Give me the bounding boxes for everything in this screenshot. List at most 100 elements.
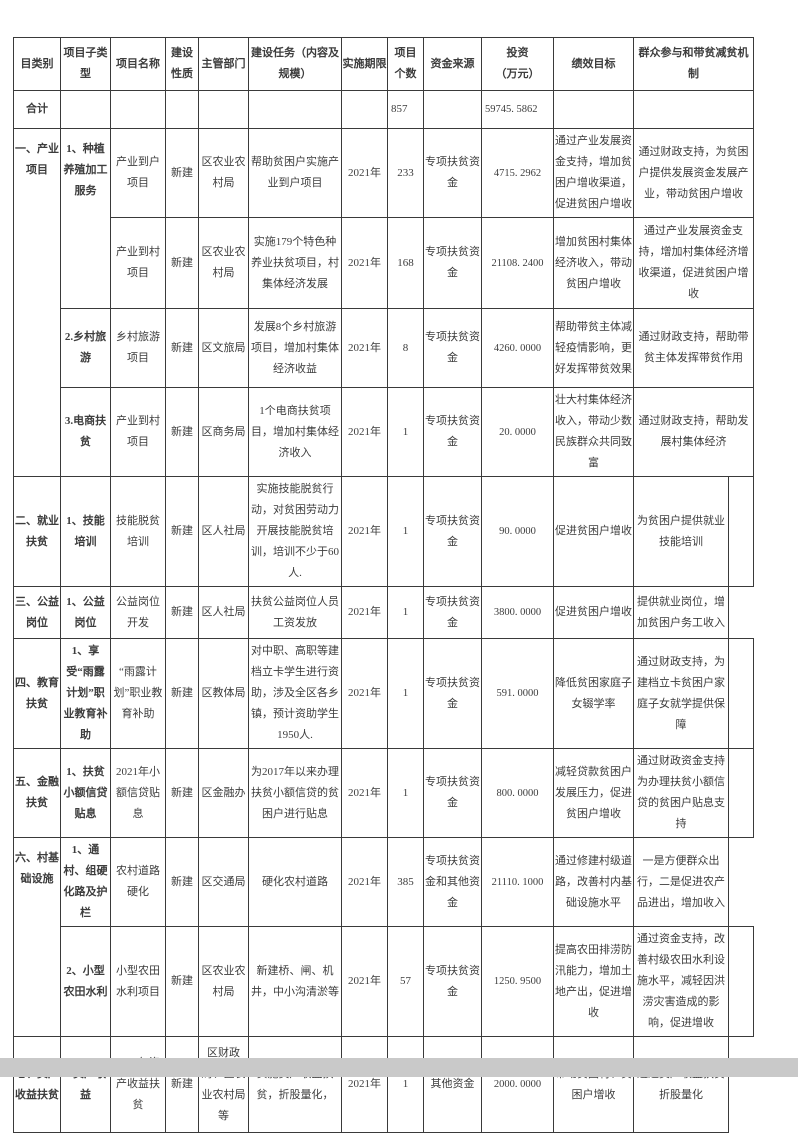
cell: 新建 xyxy=(165,748,199,838)
spacer-cell xyxy=(729,587,754,639)
cell: 实施技能脱贫行动，对贫困劳动力开展技能脱贫培训，培训不少于60人. xyxy=(248,476,342,587)
table-row: 五、金融扶贫 1、扶贫小额信贷贴息 2021年小额信贷贴息 新建 区金融办 为2017年以… xyxy=(13,748,754,838)
header-cell: 建设性质 xyxy=(165,37,199,91)
cell: 二、就业扶贫 xyxy=(13,476,61,587)
cell: 8 xyxy=(387,308,424,388)
cell: 专项扶贫资金 xyxy=(423,476,482,587)
cell: 新建 xyxy=(165,926,199,1037)
table-row: 三、公益岗位 1、公益岗位 公益岗位开发 新建 区人社局 扶贫公益岗位人员工资发放 2021… xyxy=(13,586,754,639)
cell: 新建 xyxy=(165,476,199,587)
cell: 1、种植养殖加工服务 xyxy=(60,128,111,309)
cell: 带动贫困村、贫困户增收 xyxy=(553,1036,634,1133)
cell xyxy=(198,90,249,129)
cell: 2021年 xyxy=(341,476,388,587)
cell: 通过财政支持，帮助发展村集体经济 xyxy=(633,387,754,477)
cell: 新建 xyxy=(165,308,199,388)
cell: 1250. 9500 xyxy=(481,926,554,1037)
header-cell: 资金来源 xyxy=(423,37,482,91)
cell: 2021年 xyxy=(341,1036,388,1133)
spacer-cell xyxy=(729,1037,754,1133)
cell: 提高农田排涝防汛能力，增加土地产出，促进增收 xyxy=(553,926,634,1037)
cell: 区农业农村局 xyxy=(198,128,249,218)
cell: 4715. 2962 xyxy=(481,128,554,218)
cell: 1 xyxy=(387,387,424,477)
cell: 1、通村、组硬化路及护栏 xyxy=(60,837,111,927)
table-row: 合计 857 59745. 5862 xyxy=(13,90,754,129)
cell xyxy=(60,90,111,129)
cell: 2021年 xyxy=(341,217,388,309)
cell: 385 xyxy=(387,837,424,927)
cell: 2021年 xyxy=(341,837,388,927)
cell: 591. 0000 xyxy=(481,638,554,749)
cell: 增加贫困村集体经济收入，带动贫困户增收 xyxy=(553,217,634,309)
cell: 2、小型农田水利 xyxy=(60,926,111,1037)
cell: 产业到村项目 xyxy=(110,217,166,309)
header-cell: 建设任务（内容及规模） xyxy=(248,37,342,91)
cell: 专项扶贫资金 xyxy=(423,217,482,309)
cell: 区金融办 xyxy=(198,748,249,838)
cell: 通过财政资金支持为办理扶贫小额信贷的贫困户贴息支持 xyxy=(633,748,729,838)
cell: 七、资产收益扶贫 xyxy=(13,1036,61,1133)
header-cell: 目类别 xyxy=(13,37,61,91)
cell xyxy=(553,90,634,129)
cell: 1 xyxy=(387,638,424,749)
cell: 2021年 xyxy=(341,128,388,218)
cell: 2021年 xyxy=(341,638,388,749)
cell: 233 xyxy=(387,128,424,218)
spacer-cell xyxy=(729,838,754,927)
cell: 新建 xyxy=(165,217,199,309)
spacer-cell xyxy=(728,638,754,749)
cell: 1个电商扶贫项目，增加村集体经济收入 xyxy=(248,387,342,477)
cell: 专项扶贫资金 xyxy=(423,748,482,838)
cell: 新建 xyxy=(165,586,199,639)
table-row: 2、小型农田水利 小型农田水利项目 新建 区农业农村局 新建桥、闸、机井，中小沟清淤等 2… xyxy=(14,926,754,1037)
cell: 三、公益岗位 xyxy=(13,586,61,639)
cell: 新建 xyxy=(165,1036,199,1133)
cell: 通过资产收益扶贫折股量化 xyxy=(633,1036,729,1133)
cell: 1、扶贫小额信贷贴息 xyxy=(60,748,111,838)
cell: 区农业农村局 xyxy=(198,926,249,1037)
page-bottom-gutter xyxy=(0,1058,798,1077)
header-cell: 主管部门 xyxy=(198,37,249,91)
cell: 实施179个特色种养业扶贫项目，村集体经济发展 xyxy=(248,217,342,309)
header-cell: 群众参与和带贫减贫机制 xyxy=(633,37,754,91)
cell: 对中职、高职等建档立卡学生进行资助，涉及全区各乡镇，预计资助学生1950人. xyxy=(248,638,342,749)
table-row: 产业到村项目 新建 区农业农村局 实施179个特色种养业扶贫项目，村集体经济发展 202… xyxy=(14,217,754,309)
cell: 减轻贷款贫困户发展压力，促进贫困户增收 xyxy=(553,748,634,838)
cell: 1 xyxy=(387,1036,424,1133)
cell: 通过财政支持，帮助带贫主体发挥带贫作用 xyxy=(633,308,754,388)
cell xyxy=(110,90,166,129)
cell: 帮助带贫主体减轻疫情影响，更好发挥带贫效果 xyxy=(553,308,634,388)
cell: 57 xyxy=(387,926,424,1037)
cell: 1、享受“雨露计划”职业教育补助 xyxy=(60,638,111,749)
cell: 壮大村集体经济收入，带动少数民族群众共同致富 xyxy=(553,387,634,477)
cell: 区人社局 xyxy=(198,586,249,639)
cell: 小型农田水利项目 xyxy=(110,926,166,1037)
cell: 通过产业发展资金支持，增加贫困户增收渠道，促进贫困户增收 xyxy=(553,128,634,218)
cell: 新建 xyxy=(165,387,199,477)
cell: 帮助贫困户实施产业到户项目 xyxy=(248,128,342,218)
cell: 区商务局 xyxy=(198,387,249,477)
header-cell: 项目名称 xyxy=(110,37,166,91)
cell: 59745. 5862 xyxy=(481,90,554,129)
poverty-projects-table: 目类别 项目子类型 项目名称 建设性质 主管部门 建设任务（内容及规模） 实施期限 项目 个数资… xyxy=(13,37,754,1133)
cell: 专项扶贫资金 xyxy=(423,387,482,477)
cell xyxy=(341,90,388,129)
cell: 新建 xyxy=(165,638,199,749)
cell: 一、产业项目 xyxy=(13,128,61,477)
table-row: 四、教育扶贫 1、享受“雨露计划”职业教育补助 “雨露计划”职业教育补助 新建 区教体局… xyxy=(13,638,754,749)
cell: 1、技能培训 xyxy=(60,476,111,587)
cell: 专项扶贫资金 xyxy=(423,926,482,1037)
header-cell: 项目子类型 xyxy=(60,37,111,91)
cell: 合计 xyxy=(13,90,61,129)
cell: 区文旅局 xyxy=(198,308,249,388)
cell: 1.资产收益 xyxy=(60,1036,111,1133)
cell: 2021年 xyxy=(341,308,388,388)
cell: 21108. 2400 xyxy=(481,217,554,309)
cell: 168 xyxy=(387,217,424,309)
cell: 公益岗位开发 xyxy=(110,586,166,639)
cell: 其他资金 xyxy=(423,1036,482,1133)
cell: 新建 xyxy=(165,837,199,927)
header-cell: 实施期限 xyxy=(341,37,388,91)
cell: 857 xyxy=(387,90,424,129)
